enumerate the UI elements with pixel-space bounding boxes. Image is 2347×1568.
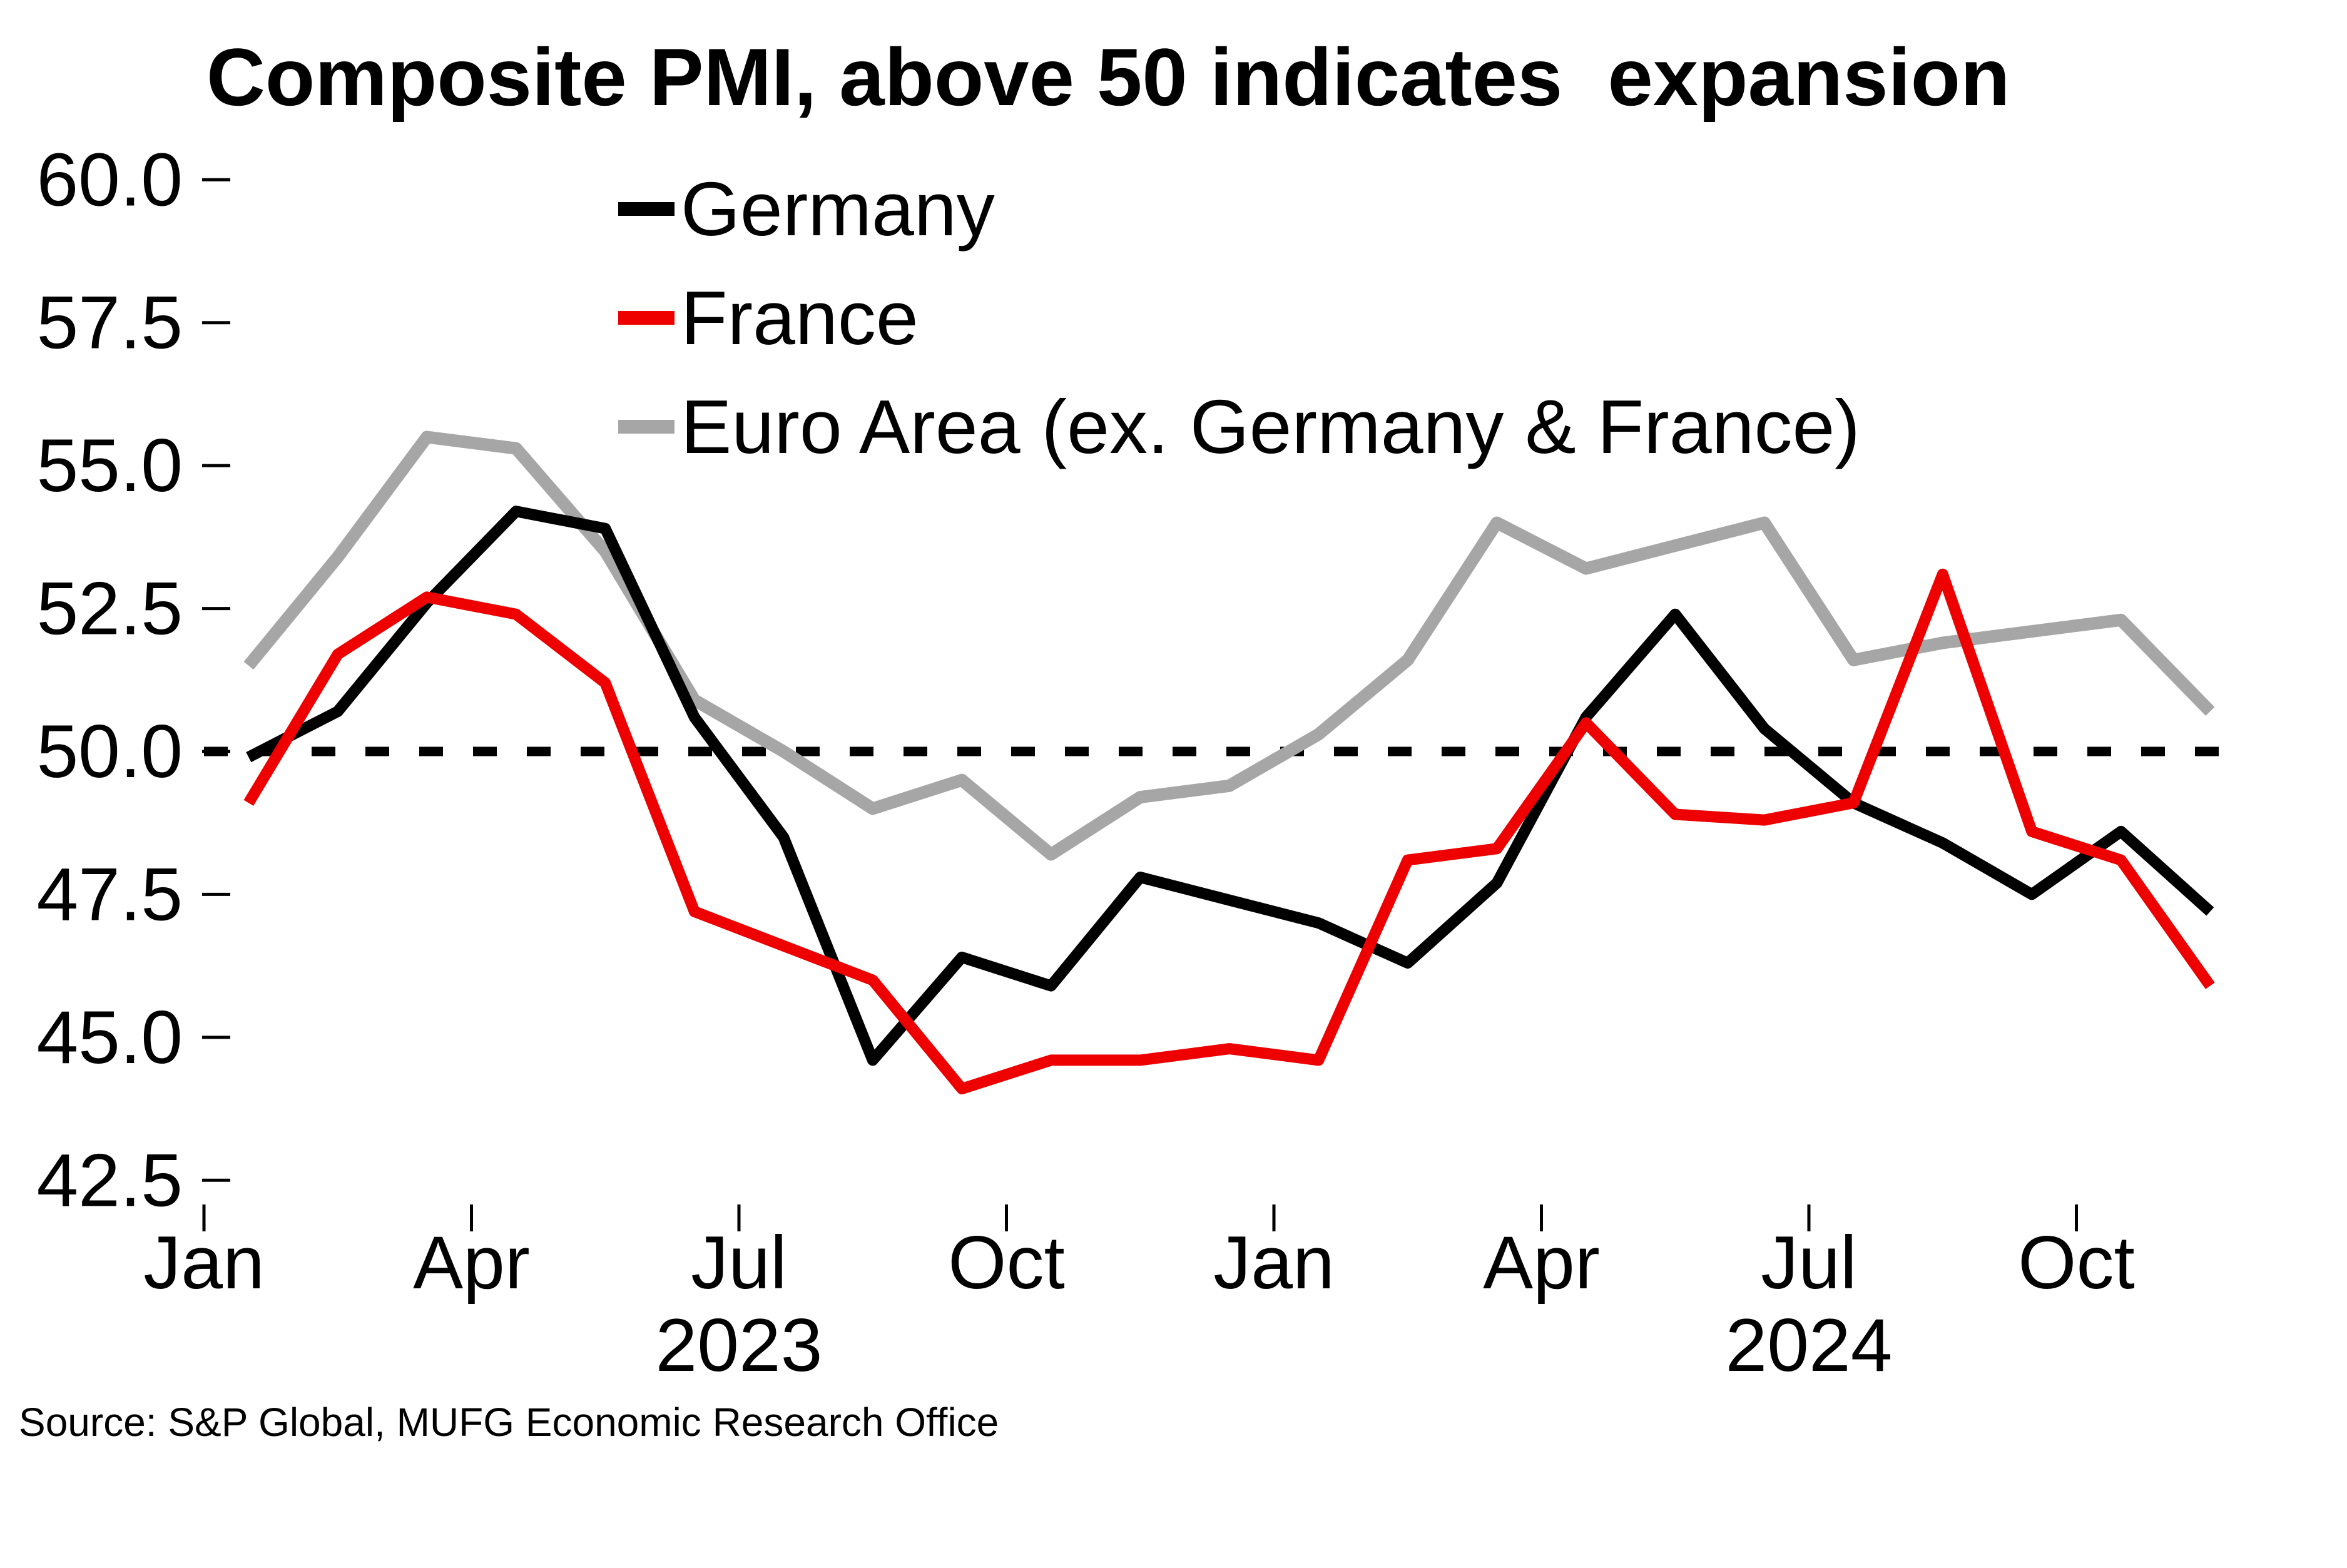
y-tick-label: 52.5 xyxy=(36,567,183,651)
x-tick-label: Oct xyxy=(2018,1221,2135,1305)
legend-label-germany: Germany xyxy=(681,166,995,252)
y-tick-label: 42.5 xyxy=(36,1138,183,1222)
series-line-euro-area-ex-germany-france xyxy=(243,430,2215,861)
series-line-france xyxy=(243,568,2215,1095)
x-tick-label: Apr xyxy=(1483,1221,1600,1305)
y-tick-label: 57.5 xyxy=(36,281,183,365)
y-tick-label: 45.0 xyxy=(36,995,183,1079)
x-tick-label: Jul xyxy=(691,1221,787,1305)
x-axis: Jan Apr Jul Oct Jan Apr Jul Oct 2023 2024 xyxy=(143,1204,2135,1387)
y-tick-label: 55.0 xyxy=(36,424,183,507)
source-note: Source: S&P Global, MUFG Economic Resear… xyxy=(19,1400,999,1445)
series-lines xyxy=(243,430,2215,1095)
legend: Germany France Euro Area (ex. Germany & … xyxy=(618,166,1860,469)
x-tick-label: Oct xyxy=(948,1221,1065,1305)
legend-label-euro-area: Euro Area (ex. Germany & France) xyxy=(681,384,1860,469)
x-tick-label: Jan xyxy=(1213,1221,1334,1305)
y-tick-label: 47.5 xyxy=(36,852,183,936)
x-year-label: 2023 xyxy=(656,1303,823,1387)
x-tick-label: Jan xyxy=(143,1221,264,1305)
legend-label-france: France xyxy=(681,275,919,360)
y-tick-label: 60.0 xyxy=(36,138,183,221)
y-tick-label: 50.0 xyxy=(36,710,183,793)
y-axis: 60.0 57.5 55.0 52.5 50.0 47.5 45.0 42.5 xyxy=(36,138,230,1222)
x-tick-label: Apr xyxy=(413,1221,530,1305)
x-tick-label: Jul xyxy=(1761,1221,1856,1305)
series-line-germany xyxy=(246,506,2214,1066)
chart-title: Composite PMI, above 50 indicates expans… xyxy=(206,31,2010,123)
x-year-label: 2024 xyxy=(1726,1303,1893,1387)
